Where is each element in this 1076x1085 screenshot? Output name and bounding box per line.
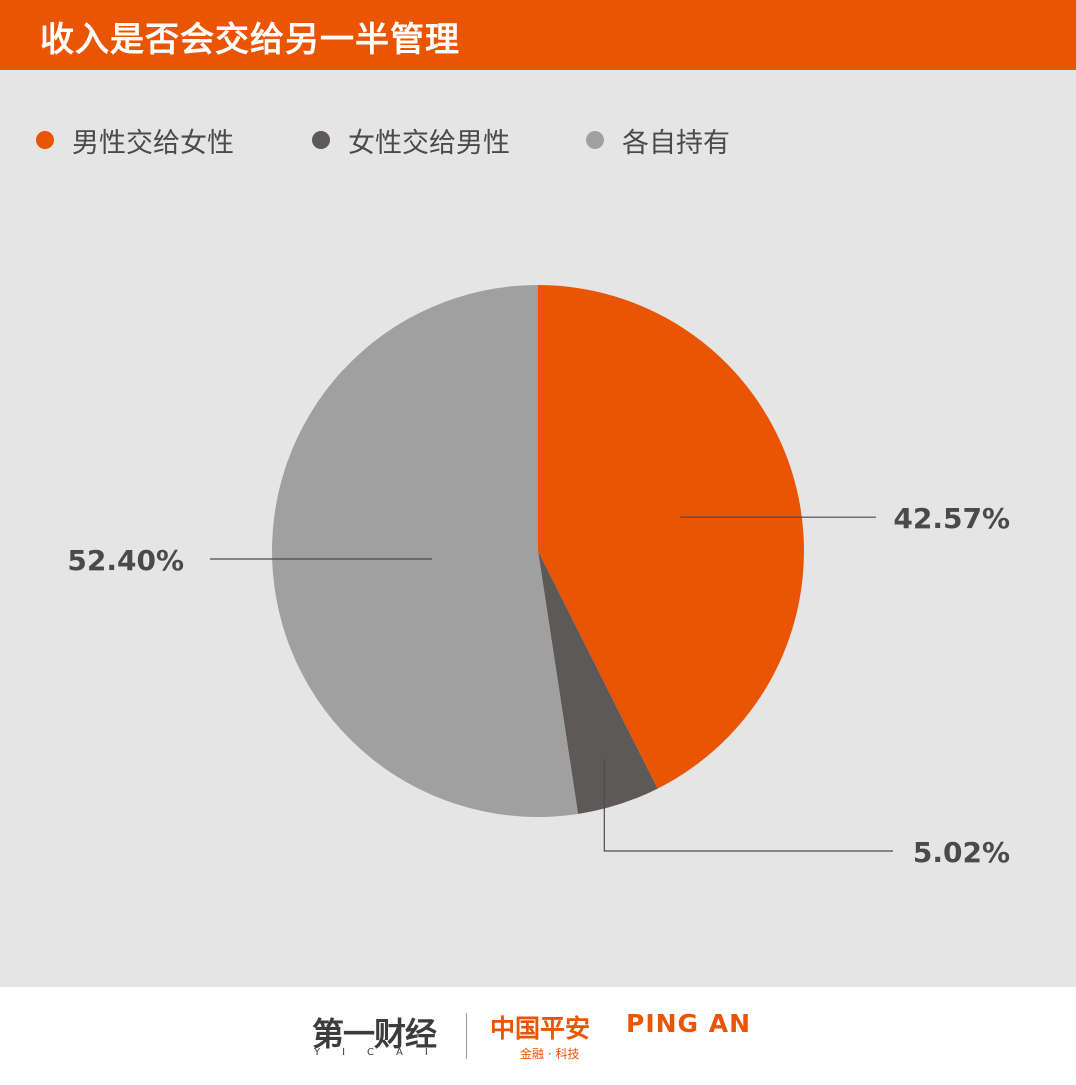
legend-swatch [586, 131, 604, 149]
pingan-logo: 中国平安 PING AN 金融 · 科技 [490, 1009, 780, 1069]
legend-label: 女性交给男性 [348, 127, 510, 159]
legend-label: 各自持有 [622, 127, 730, 159]
data-label-1: 5.02% [913, 836, 1010, 869]
pingan-logo-cn: 中国平安 [490, 1014, 591, 1043]
yicai-logo-subtext: YICAI [314, 1047, 450, 1058]
pie-chart: 42.57% 5.02% 52.40% [67, 285, 1010, 869]
leader-line-1 [603, 758, 893, 852]
pingan-logo-subtext: 金融 · 科技 [520, 1047, 580, 1061]
pie-slice-1 [538, 551, 658, 814]
legend-swatch [36, 131, 54, 149]
chart-title: 收入是否会交给另一半管理 [40, 20, 460, 60]
legend-item-men-to-women: 男性交给女性 [36, 118, 234, 162]
legend: 男性交给女性 女性交给男性 各自持有 [0, 118, 1076, 162]
pie-slice-2 [272, 285, 579, 817]
footer-divider [466, 1013, 467, 1059]
legend-label: 男性交给女性 [72, 127, 234, 159]
legend-swatch [312, 131, 330, 149]
yicai-logo: 第一财经 YICAI [312, 1009, 452, 1065]
pie-slice-0 [538, 285, 804, 789]
yicai-logo-text: 第一财经 [312, 1015, 437, 1053]
title-bar: 收入是否会交给另一半管理 [0, 0, 1076, 70]
data-label-0: 42.57% [893, 502, 1010, 535]
legend-item-women-to-men: 女性交给男性 [312, 118, 510, 162]
data-label-2: 52.40% [67, 544, 184, 577]
pingan-logo-en: PING AN [626, 1009, 752, 1038]
footer: 第一财经 YICAI 中国平安 PING AN 金融 · 科技 [0, 987, 1076, 1085]
legend-item-each-keeps-own: 各自持有 [586, 118, 730, 162]
